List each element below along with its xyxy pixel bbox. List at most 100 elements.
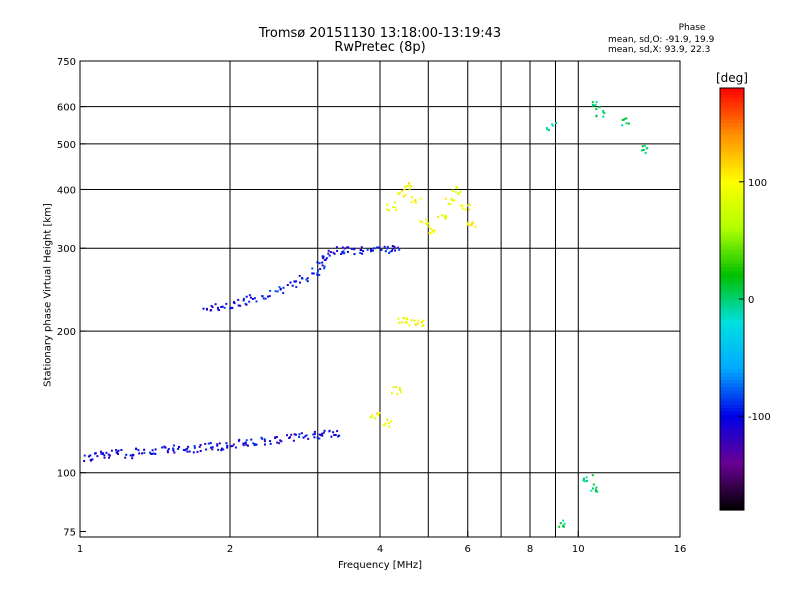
colorbar-segment <box>720 467 744 472</box>
data-point <box>410 201 413 204</box>
data-point <box>298 433 301 436</box>
data-point <box>103 454 106 457</box>
data-point <box>428 232 431 235</box>
data-point <box>250 296 252 299</box>
data-point <box>316 272 319 274</box>
data-point <box>237 439 240 442</box>
colorbar-segment <box>720 151 744 156</box>
data-point <box>346 250 349 253</box>
data-point <box>422 324 425 327</box>
colorbar-segment <box>720 154 744 159</box>
data-point <box>307 437 310 440</box>
data-point <box>199 444 202 446</box>
data-point <box>319 268 322 270</box>
colorbar-segment <box>720 168 744 173</box>
data-point <box>468 208 471 211</box>
data-point <box>641 145 644 148</box>
colorbar-segment <box>720 348 744 353</box>
chart-title: Tromsø 20151130 13:18:00-13:19:43 <box>258 26 502 41</box>
colorbar-segment <box>720 443 744 448</box>
colorbar-segment <box>720 130 744 135</box>
data-point <box>327 249 330 252</box>
data-point <box>403 188 406 191</box>
data-point <box>252 442 255 445</box>
data-point <box>205 448 208 451</box>
data-point <box>402 195 405 198</box>
data-point <box>420 321 423 324</box>
colorbar-segment <box>720 112 744 117</box>
data-point <box>341 246 344 249</box>
data-point <box>332 431 335 434</box>
data-point <box>414 201 417 204</box>
data-point <box>328 429 331 432</box>
colorbar-segment <box>720 284 744 290</box>
data-point <box>245 439 248 442</box>
colorbar-segment <box>720 218 744 223</box>
data-point <box>404 194 407 196</box>
colorbar-segment <box>720 182 744 188</box>
data-point <box>388 251 391 254</box>
colorbar-segment <box>720 98 744 103</box>
colorbar-segment <box>720 186 744 191</box>
colorbar-segment <box>720 492 744 497</box>
data-point <box>274 290 277 293</box>
data-point <box>110 449 113 452</box>
data-point <box>425 218 427 221</box>
colorbar-segment <box>720 246 744 251</box>
data-point <box>394 206 397 209</box>
data-point <box>602 111 605 114</box>
data-point <box>210 305 213 307</box>
data-point <box>278 286 281 289</box>
colorbar-segment <box>720 404 744 409</box>
data-point <box>369 248 372 251</box>
data-point <box>642 149 645 151</box>
colorbar-segment <box>720 172 744 177</box>
x-tick-label: 4 <box>377 544 383 555</box>
data-point <box>255 443 258 446</box>
data-point <box>108 456 110 459</box>
data-point <box>408 182 411 185</box>
data-point <box>154 448 157 451</box>
data-point <box>196 450 199 453</box>
colorbar-segment <box>720 95 744 100</box>
data-point <box>279 439 282 442</box>
colorbar-segment <box>720 137 744 142</box>
data-point <box>340 253 343 255</box>
data-point <box>401 190 404 193</box>
data-point <box>229 307 232 310</box>
data-point <box>192 451 195 454</box>
data-point <box>193 445 196 448</box>
data-point <box>583 480 586 483</box>
data-point <box>232 443 235 446</box>
data-point <box>386 247 389 250</box>
x-tick-label: 16 <box>674 544 687 555</box>
data-point <box>384 250 387 253</box>
data-point <box>457 192 460 195</box>
colorbar-segment <box>720 369 744 374</box>
colorbar-segment <box>720 450 744 455</box>
data-point <box>396 246 399 249</box>
data-point <box>188 450 191 453</box>
data-point <box>393 245 396 248</box>
data-point <box>391 392 393 395</box>
data-point <box>582 479 585 482</box>
data-point <box>391 247 394 250</box>
data-point <box>295 286 298 288</box>
colorbar-segment <box>720 330 744 335</box>
data-point <box>269 440 272 443</box>
data-point <box>432 231 435 234</box>
data-point <box>269 289 272 292</box>
data-point <box>410 319 413 322</box>
data-point <box>332 251 335 254</box>
colorbar-segment <box>720 105 744 110</box>
data-point <box>466 204 469 207</box>
colorbar-segment <box>720 422 744 427</box>
data-point <box>268 295 271 298</box>
data-point <box>267 295 269 298</box>
data-point <box>555 122 558 125</box>
colorbar-segment <box>720 249 744 254</box>
data-point <box>451 189 454 192</box>
colorbar-segment <box>720 485 744 490</box>
colorbar-segment <box>720 291 744 297</box>
data-point <box>470 223 473 226</box>
